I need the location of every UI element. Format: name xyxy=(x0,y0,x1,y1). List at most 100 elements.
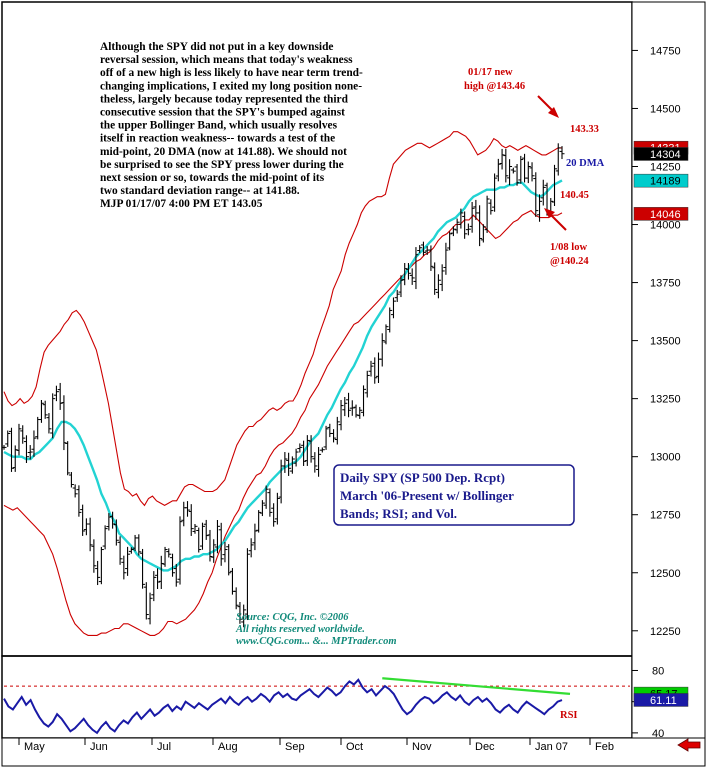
commentary-line: itself in reaction weakness-- towards a … xyxy=(100,133,335,145)
commentary-line: changing implications, I exited my long … xyxy=(100,80,362,92)
new-high-annotation: 01/17 new high @143.46 xyxy=(464,67,559,118)
month-label: Feb xyxy=(595,741,614,753)
price-bar xyxy=(271,503,277,527)
price-bar xyxy=(439,264,445,292)
price-tick-label: 13250 xyxy=(650,394,681,406)
value-tag: 14046 xyxy=(633,207,689,221)
price-bar xyxy=(308,435,314,463)
month-label: Dec xyxy=(475,741,495,753)
20-dma-line xyxy=(3,179,563,572)
low-arrow-head xyxy=(544,208,555,218)
commentary-line: the upper Bollinger Band, which usually … xyxy=(100,120,338,132)
price-bar xyxy=(207,529,213,562)
price-bar xyxy=(405,263,411,280)
price-bar xyxy=(125,546,131,576)
price-bar xyxy=(248,538,254,558)
price-bar xyxy=(312,452,318,473)
month-label: Jul xyxy=(157,741,171,753)
price-bar xyxy=(447,231,453,251)
price-bar xyxy=(458,208,464,229)
price-axis-ticks: 14750 14500 14250 14000 13750 13500 13250 13000… xyxy=(632,45,681,638)
price-bar xyxy=(65,441,71,476)
price-bar xyxy=(338,399,344,431)
price-bar xyxy=(31,430,37,457)
price-bar xyxy=(492,173,498,212)
price-bar xyxy=(293,448,299,467)
new-high-label-line-2: high @143.46 xyxy=(464,81,525,92)
price-bar xyxy=(420,241,426,256)
price-bar xyxy=(346,392,352,418)
value-tags: 1433114304141891404665.1761.11 xyxy=(633,140,689,707)
price-bar xyxy=(162,546,168,567)
month-label: Nov xyxy=(412,741,432,753)
price-bar xyxy=(349,400,355,416)
price-bar xyxy=(136,534,142,556)
price-bar xyxy=(364,370,370,398)
price-bar xyxy=(20,425,26,444)
price-bar xyxy=(353,404,359,418)
commentary-line: next session or so, towards the mid-poin… xyxy=(100,172,325,184)
value-tag: 14304 xyxy=(633,147,689,161)
price-bar xyxy=(488,199,494,215)
price-bar xyxy=(218,522,224,566)
rsi-line xyxy=(3,678,563,735)
price-bar xyxy=(106,513,112,531)
price-bar xyxy=(555,143,561,176)
price-bar xyxy=(95,560,101,586)
low-label-line-2: @140.24 xyxy=(550,256,589,267)
price-bar xyxy=(316,447,322,477)
commentary-line: two standard deviation range-- at 141.88… xyxy=(100,185,300,197)
price-bar xyxy=(390,297,396,319)
scroll-left-arrow-icon[interactable] xyxy=(677,738,701,752)
price-bar xyxy=(38,399,44,423)
value-tag-label: 14189 xyxy=(650,176,681,188)
month-label: Jun xyxy=(90,741,108,753)
price-bar xyxy=(91,539,97,573)
rsi-tick-label: 40 xyxy=(652,728,664,740)
price-bar xyxy=(23,435,29,463)
price-tick-label: 14000 xyxy=(650,220,681,232)
price-bar xyxy=(211,539,217,563)
rsi-panel xyxy=(3,677,571,735)
month-label: Aug xyxy=(218,741,238,753)
price-bar xyxy=(331,429,337,443)
time-axis-strip xyxy=(1,737,706,767)
price-bar xyxy=(533,172,539,217)
price-bar xyxy=(173,563,179,587)
value-tag-label: 14304 xyxy=(650,149,681,161)
price-bar xyxy=(158,555,164,589)
upper-band-value-label: 143.33 xyxy=(570,124,599,135)
price-tick-label: 12250 xyxy=(650,626,681,638)
chart-title-box: Daily SPY (SP 500 Dep. Rcpt) March '06-P… xyxy=(333,464,575,526)
price-bar xyxy=(394,289,400,302)
price-bar xyxy=(244,548,250,621)
price-bar xyxy=(443,242,449,275)
price-bar xyxy=(409,268,415,285)
price-bar xyxy=(252,523,258,551)
price-bar xyxy=(503,148,509,183)
price-bar xyxy=(140,548,146,589)
value-tag: 61.11 xyxy=(633,693,689,707)
price-bar xyxy=(110,511,116,529)
price-bar xyxy=(398,275,404,298)
value-tag-label: 14046 xyxy=(650,209,681,221)
price-tick-label: 12750 xyxy=(650,510,681,522)
price-bar xyxy=(510,167,516,174)
price-bar xyxy=(304,435,310,466)
new-high-arrow-head xyxy=(548,107,559,118)
price-bar xyxy=(42,400,48,419)
price-bar xyxy=(323,425,329,450)
price-bar xyxy=(495,158,501,182)
value-tag-label: 61.11 xyxy=(650,695,677,707)
price-bar xyxy=(68,472,74,488)
commentary-line: consecutive session that the SPY's bumpe… xyxy=(100,107,345,119)
price-bar xyxy=(192,524,198,534)
price-bars xyxy=(1,143,565,628)
price-axis-strip xyxy=(631,1,706,739)
price-bar xyxy=(263,485,269,509)
commentary-line: theless, largely because today represent… xyxy=(100,93,349,105)
low-label-line-1: 1/08 low xyxy=(550,242,587,253)
price-bar xyxy=(166,548,172,558)
